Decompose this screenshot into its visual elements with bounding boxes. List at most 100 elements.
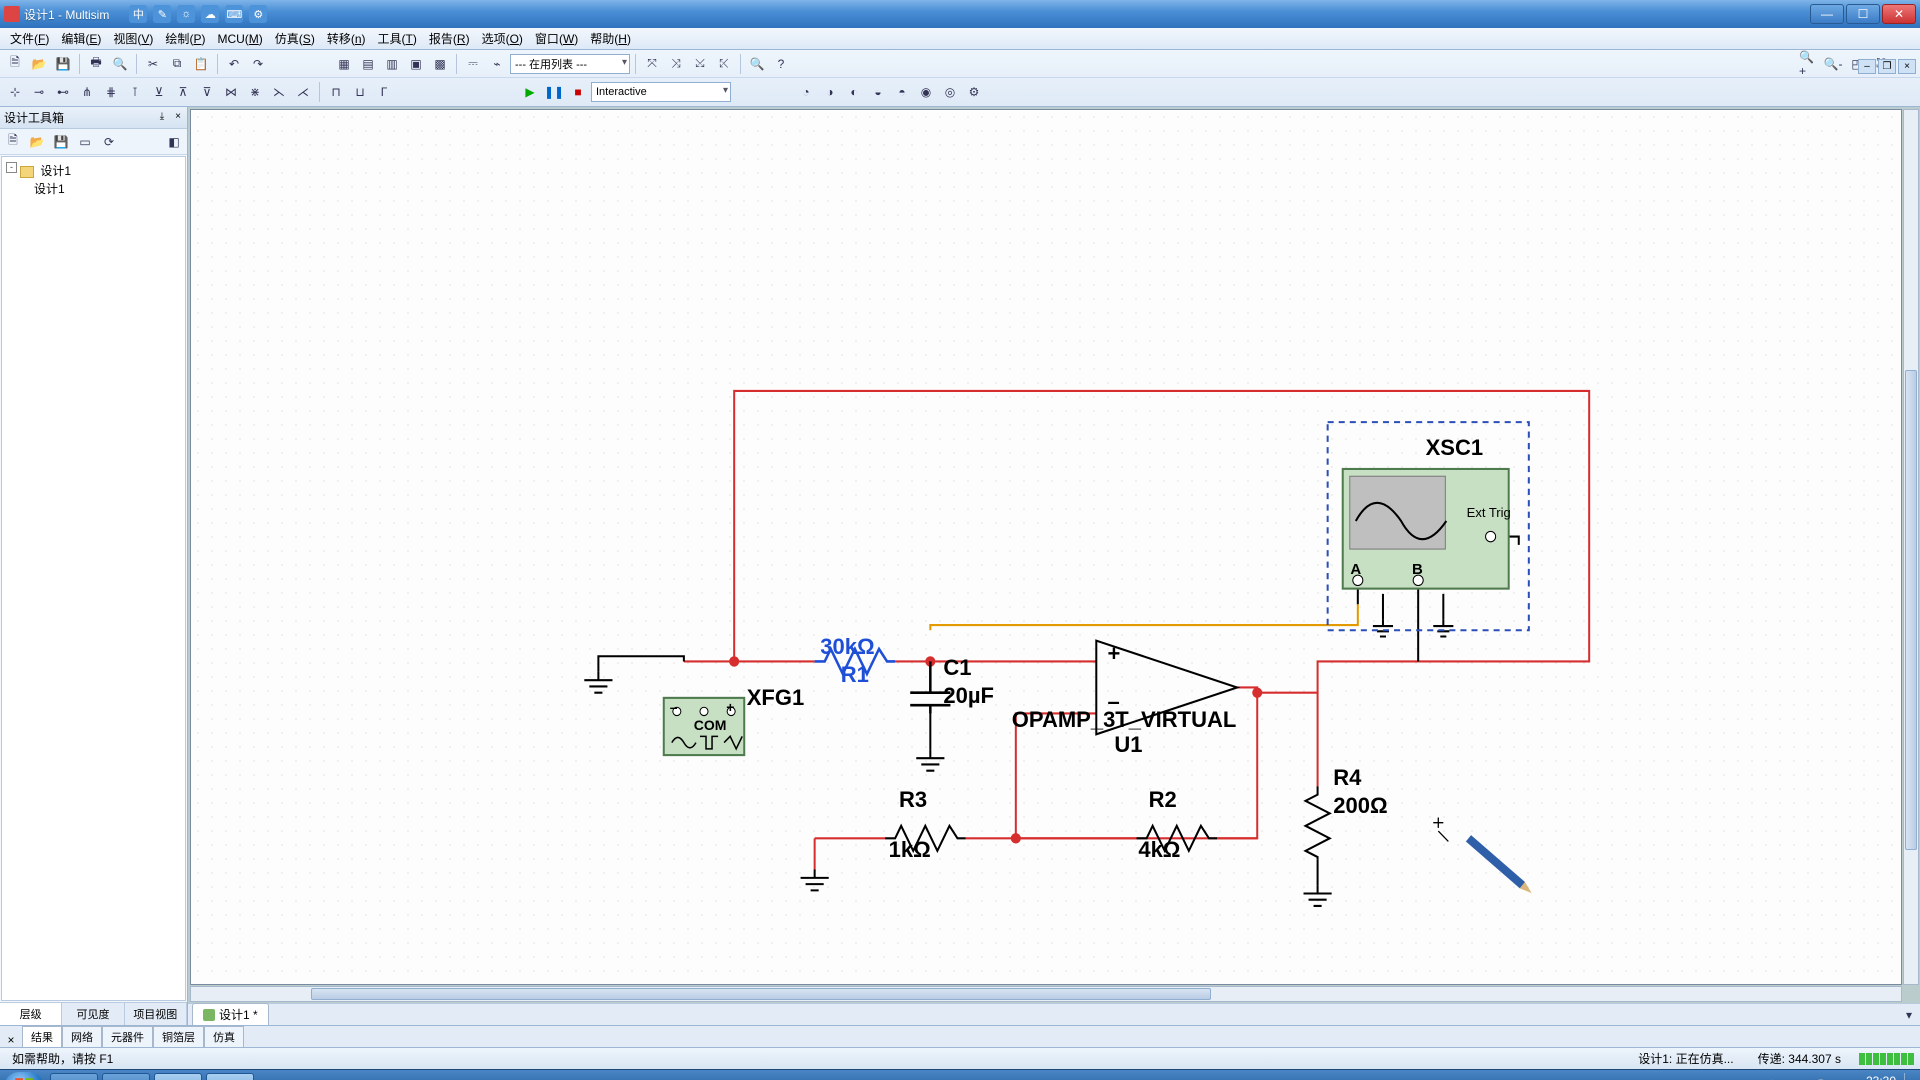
pause-button[interactable]: ❚❚	[543, 81, 565, 103]
show-desktop-button[interactable]	[1904, 1073, 1912, 1080]
probe-icon[interactable]: ⤩	[689, 53, 711, 75]
spreadsheet-tab[interactable]: 仿真	[204, 1026, 244, 1047]
copy-button[interactable]: ⧉	[166, 53, 188, 75]
new-button[interactable]: 🗎	[4, 53, 26, 75]
instrument-icon[interactable]: ◓	[891, 81, 913, 103]
tree-collapse-icon[interactable]: -	[6, 162, 17, 173]
stop-button[interactable]: ■	[567, 81, 589, 103]
ime-icon[interactable]: ✎	[153, 5, 171, 23]
cut-button[interactable]: ✂	[142, 53, 164, 75]
menu-sim[interactable]: 仿真(S)	[269, 28, 321, 49]
component-icon[interactable]: ⌁	[486, 53, 508, 75]
menu-view[interactable]: 视图(V)	[107, 28, 159, 49]
schematic-icon[interactable]: ▭	[76, 133, 94, 151]
menu-edit[interactable]: 编辑(E)	[55, 28, 107, 49]
component-icon[interactable]: ⎓	[462, 53, 484, 75]
probe-icon[interactable]: ⤪	[713, 53, 735, 75]
place-icon[interactable]: ⊸	[28, 81, 50, 103]
place-icon[interactable]: ⊺	[124, 81, 146, 103]
probe-icon[interactable]: ⤨	[665, 53, 687, 75]
place-icon[interactable]: ⋕	[100, 81, 122, 103]
spreadsheet-close-icon[interactable]: ×	[4, 1033, 18, 1047]
hierarchy-icon[interactable]: ◧	[165, 133, 183, 151]
place-icon[interactable]: ⊓	[325, 81, 347, 103]
open-button[interactable]: 📂	[28, 53, 50, 75]
menu-options[interactable]: 选项(O)	[476, 28, 529, 49]
probe-icon[interactable]: ⤧	[641, 53, 663, 75]
panel-tab-hierarchy[interactable]: 层级	[0, 1003, 62, 1025]
instrument-icon[interactable]: ◔	[795, 81, 817, 103]
mdi-max-button[interactable]: ❐	[1878, 59, 1896, 74]
mdi-close-button[interactable]: ×	[1898, 59, 1916, 74]
find-icon[interactable]: 🔍	[746, 53, 768, 75]
minimize-button[interactable]: —	[1810, 4, 1844, 24]
horizontal-scrollbar[interactable]	[190, 986, 1902, 1002]
tree-child[interactable]: 设计1	[6, 180, 181, 197]
pin-icon[interactable]: ⤓	[155, 109, 169, 123]
instrument-icon[interactable]: ◐	[843, 81, 865, 103]
place-icon[interactable]: ⋇	[244, 81, 266, 103]
grid-icon[interactable]: ▥	[381, 53, 403, 75]
inuse-list-combo[interactable]: --- 在用列表 ---	[510, 54, 630, 74]
help-icon[interactable]: ?	[770, 53, 792, 75]
instrument-icon[interactable]: ◑	[819, 81, 841, 103]
redo-button[interactable]: ↷	[247, 53, 269, 75]
task-button[interactable]: ▦	[102, 1073, 150, 1080]
scroll-thumb[interactable]	[311, 988, 1211, 1000]
close-button[interactable]: ✕	[1882, 4, 1916, 24]
grid-icon[interactable]: ▩	[429, 53, 451, 75]
menu-place[interactable]: 绘制(P)	[159, 28, 211, 49]
menu-help[interactable]: 帮助(H)	[584, 28, 637, 49]
task-button-multisim[interactable]: 📐	[154, 1073, 202, 1080]
place-icon[interactable]: ⊽	[196, 81, 218, 103]
spreadsheet-tab[interactable]: 网络	[62, 1026, 102, 1047]
preview-button[interactable]: 🔍	[109, 53, 131, 75]
task-button-paint[interactable]: 🎨	[206, 1073, 254, 1080]
spreadsheet-tab[interactable]: 元器件	[102, 1026, 153, 1047]
place-icon[interactable]: ⋈	[220, 81, 242, 103]
menu-transfer[interactable]: 转移(n)	[321, 28, 372, 49]
instrument-icon[interactable]: ◉	[915, 81, 937, 103]
tab-options-icon[interactable]: ▾	[1898, 1004, 1920, 1026]
instrument-icon[interactable]: ◎	[939, 81, 961, 103]
panel-close-icon[interactable]: ×	[171, 109, 185, 123]
ime-icon[interactable]: ☼	[177, 5, 195, 23]
design-tree[interactable]: - 设计1 设计1	[1, 156, 186, 1001]
panel-header[interactable]: 设计工具箱 ⤓ ×	[0, 107, 187, 129]
place-icon[interactable]: Γ	[373, 81, 395, 103]
new-file-icon[interactable]: 🗎	[4, 133, 22, 151]
zoom-in-icon[interactable]: 🔍+	[1798, 53, 1820, 75]
menu-window[interactable]: 窗口(W)	[529, 28, 584, 49]
schematic-sheet[interactable]: XSC1 Ext Trig A B XFG1 COM – + 30kΩ R1 C…	[190, 109, 1902, 985]
settings-icon[interactable]: ⚙	[963, 81, 985, 103]
paste-button[interactable]: 📋	[190, 53, 212, 75]
vertical-scrollbar[interactable]	[1903, 109, 1919, 985]
menu-reports[interactable]: 报告(R)	[423, 28, 476, 49]
ime-icon[interactable]: ☁	[201, 5, 219, 23]
scroll-thumb[interactable]	[1905, 370, 1917, 850]
grid-icon[interactable]: ▦	[333, 53, 355, 75]
save-button[interactable]: 💾	[52, 53, 74, 75]
open-folder-icon[interactable]: 📂	[28, 133, 46, 151]
place-icon[interactable]: ⊷	[52, 81, 74, 103]
ime-icon[interactable]: ⚙	[249, 5, 267, 23]
undo-button[interactable]: ↶	[223, 53, 245, 75]
document-tab[interactable]: 设计1 *	[192, 1003, 269, 1025]
place-icon[interactable]: ⊔	[349, 81, 371, 103]
run-button[interactable]: ▶	[519, 81, 541, 103]
spreadsheet-tab[interactable]: 铜箔层	[153, 1026, 204, 1047]
panel-tab-project[interactable]: 项目视图	[125, 1003, 187, 1025]
tray-clock[interactable]: 23:30 2022/10/18	[1836, 1075, 1896, 1080]
place-icon[interactable]: ⋋	[268, 81, 290, 103]
maximize-button[interactable]: ☐	[1846, 4, 1880, 24]
canvas-area[interactable]: XSC1 Ext Trig A B XFG1 COM – + 30kΩ R1 C…	[188, 107, 1920, 1003]
menu-file[interactable]: 文件(F)	[4, 28, 55, 49]
menu-mcu[interactable]: MCU(M)	[211, 30, 268, 48]
print-button[interactable]: 🖶	[85, 53, 107, 75]
menu-tools[interactable]: 工具(T)	[372, 28, 423, 49]
grid-icon[interactable]: ▣	[405, 53, 427, 75]
grid-icon[interactable]: ▤	[357, 53, 379, 75]
spreadsheet-tab[interactable]: 结果	[22, 1026, 62, 1047]
save-icon[interactable]: 💾	[52, 133, 70, 151]
tree-root[interactable]: - 设计1	[6, 161, 181, 180]
